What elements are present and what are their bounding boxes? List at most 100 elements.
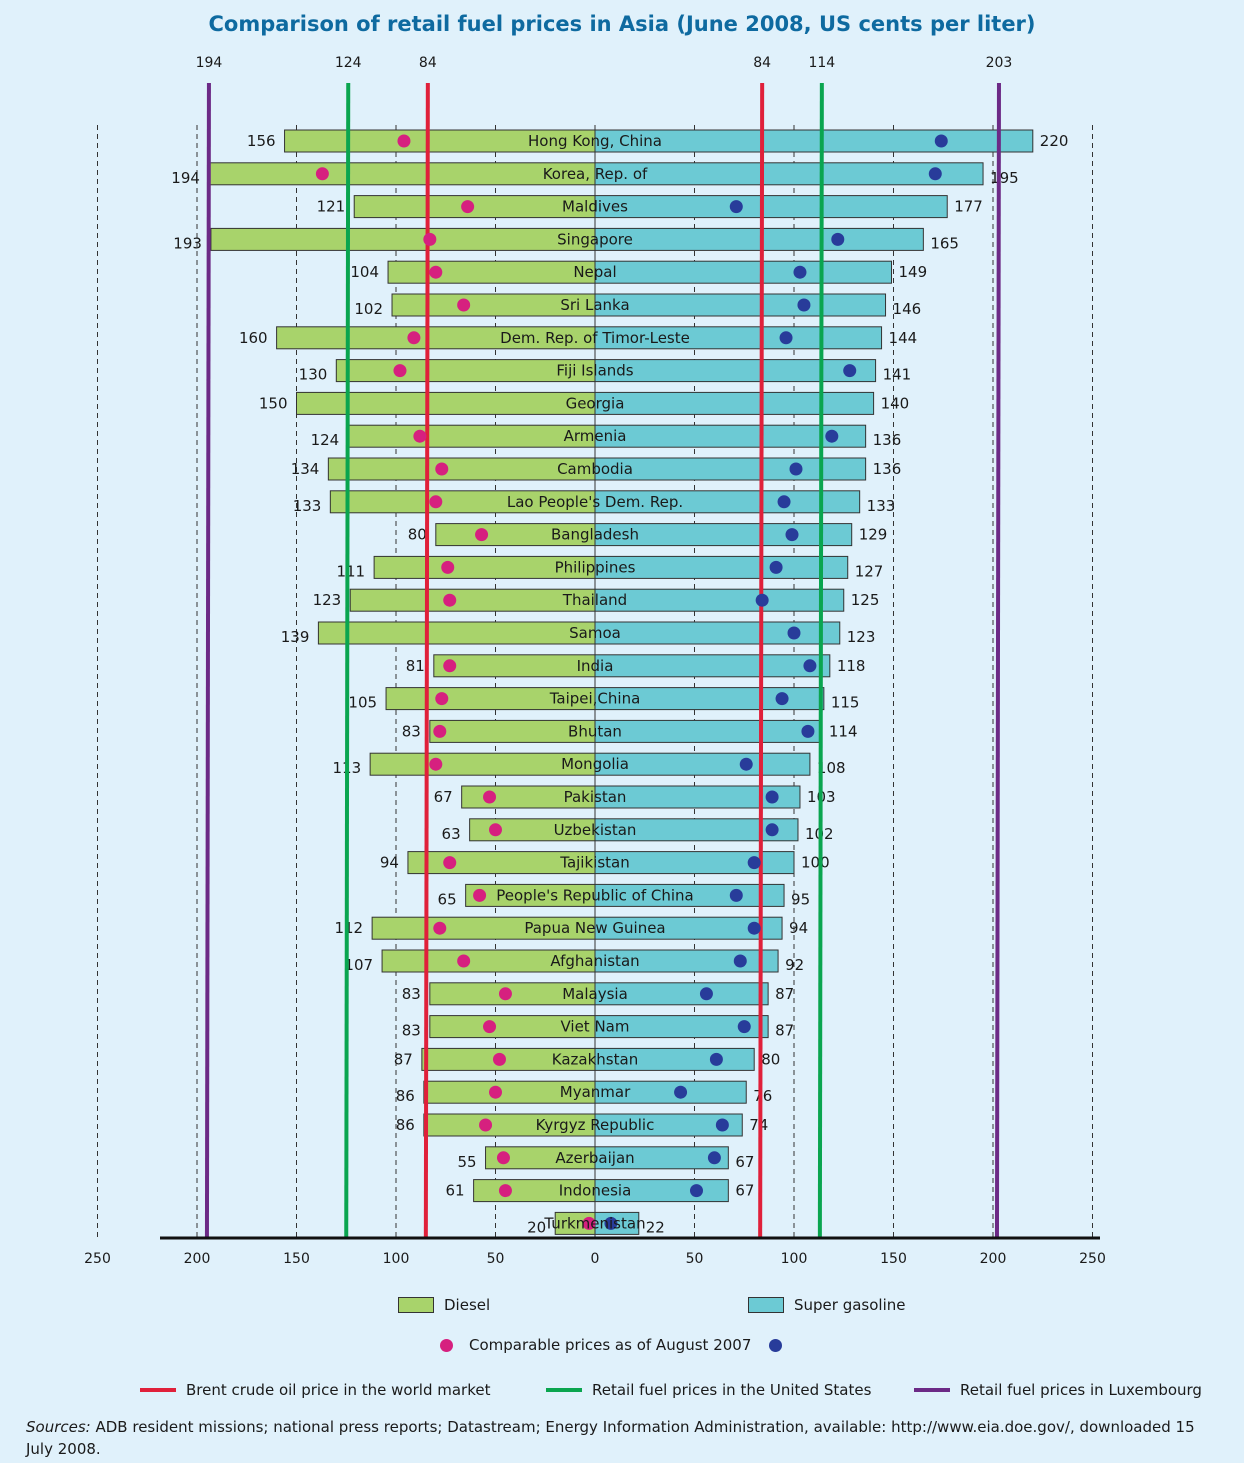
gasoline-2007-dot-icon	[769, 1338, 783, 1352]
gasoline-2007-dot	[793, 265, 807, 279]
diesel-value-label: 87	[394, 1050, 413, 1068]
gasoline-2007-dot	[934, 134, 948, 148]
gasoline-value-label: 100	[801, 854, 830, 872]
country-label: Mongolia	[561, 755, 629, 773]
gasoline-2007-dot	[733, 954, 747, 968]
gasoline-value-label: 144	[889, 329, 918, 347]
gasoline-bar	[594, 719, 823, 743]
us-line-diesel	[344, 82, 351, 1239]
gasoline-2007-dot	[769, 560, 783, 574]
gasoline-value-label: 67	[735, 1182, 754, 1200]
gasoline-value-label: 140	[881, 394, 910, 412]
gasoline-2007-dot	[715, 1118, 729, 1132]
gasoline-2007-dot	[674, 1085, 688, 1099]
gasoline-2007-dot	[843, 364, 857, 378]
gasoline-2007-dot	[777, 495, 791, 509]
diesel-value-label: 102	[354, 300, 383, 318]
gasoline-bar	[594, 424, 867, 448]
diesel-value-label: 63	[442, 825, 461, 843]
diesel-value-label: 112	[334, 919, 363, 937]
gasoline-bar	[594, 195, 948, 219]
lux-gasoline-top-label: 203	[986, 55, 1013, 71]
diesel-2007-dot	[443, 659, 457, 673]
diesel-value-label: 86	[396, 1087, 415, 1105]
diesel-value-label: 83	[402, 722, 421, 740]
us-line-icon	[546, 1388, 582, 1392]
country-label: Bhutan	[568, 722, 622, 740]
gasoline-2007-dot	[785, 528, 799, 542]
diesel-value-label: 160	[239, 329, 268, 347]
x-tick-label: 50	[686, 1251, 704, 1267]
diesel-value-label: 20	[527, 1218, 546, 1236]
legend-lux-label: Retail fuel prices in Luxembourg	[960, 1381, 1202, 1399]
gasoline-value-label: 94	[789, 919, 808, 937]
sources-text: ADB resident missions; national press re…	[26, 1418, 1195, 1458]
gasoline-2007-dot	[747, 856, 761, 870]
diesel-bar	[210, 227, 596, 251]
diesel-2007-dot	[429, 495, 443, 509]
diesel-value-label: 134	[291, 460, 320, 478]
gasoline-bar	[594, 227, 924, 251]
gasoline-swatch	[748, 1297, 784, 1313]
diesel-value-label: 111	[336, 562, 365, 580]
country-label: Singapore	[557, 230, 633, 248]
diesel-value-label: 81	[406, 657, 425, 675]
gasoline-bar	[594, 654, 831, 678]
gasoline-2007-dot	[747, 921, 761, 935]
diesel-2007-dot	[483, 1020, 497, 1034]
diesel-2007-dot	[413, 429, 427, 443]
country-label: Papua New Guinea	[524, 919, 665, 937]
country-label: Samoa	[569, 624, 621, 642]
diesel-2007-dot	[433, 724, 447, 738]
diesel-bar	[208, 162, 596, 186]
x-tick-label: 0	[591, 1251, 600, 1267]
country-label: Cambodia	[557, 460, 633, 478]
diesel-2007-dot	[492, 1052, 506, 1066]
diesel-value-label: 86	[396, 1116, 415, 1134]
brent-diesel-top-label: 84	[419, 55, 437, 71]
diesel-value-label: 107	[344, 956, 373, 974]
gasoline-value-label: 136	[873, 431, 902, 449]
diesel-value-label: 150	[259, 394, 288, 412]
lux-line-icon	[914, 1388, 950, 1392]
country-label: Maldives	[562, 198, 628, 216]
diesel-2007-dot	[435, 462, 449, 476]
gasoline-2007-dot	[755, 593, 769, 607]
diesel-2007-dot	[393, 364, 407, 378]
diesel-2007-dot	[423, 232, 437, 246]
sources-note: Sources: ADB resident missions; national…	[26, 1416, 1216, 1460]
country-label: Myanmar	[560, 1083, 631, 1101]
gasoline-bar	[594, 293, 887, 317]
country-label: Nepal	[573, 263, 616, 281]
us-line-gasoline	[817, 82, 824, 1239]
diesel-value-label: 194	[171, 169, 200, 187]
diesel-2007-dot	[457, 298, 471, 312]
country-label: Taipei,China	[549, 690, 641, 708]
lux-line-diesel	[204, 82, 211, 1239]
country-label: Bangladesh	[551, 526, 639, 544]
gasoline-value-label: 136	[873, 460, 902, 478]
legend-comparable-label: Comparable prices as of August 2007	[469, 1336, 752, 1354]
diesel-value-label: 105	[348, 694, 377, 712]
gasoline-2007-dot	[928, 167, 942, 181]
gasoline-value-label: 220	[1040, 132, 1069, 150]
country-label: Korea, Rep. of	[543, 165, 648, 183]
gasoline-2007-dot	[801, 724, 815, 738]
legend-comparable: Comparable prices as of August 2007	[440, 1336, 783, 1354]
gasoline-2007-dot	[831, 232, 845, 246]
gasoline-value-label: 87	[775, 985, 794, 1003]
diesel-bar	[433, 654, 596, 678]
diesel-2007-dot	[461, 200, 475, 214]
gasoline-2007-dot	[765, 823, 779, 837]
diesel-2007-dot	[496, 1151, 510, 1165]
gasoline-value-label: 129	[859, 526, 888, 544]
country-label: Armenia	[564, 427, 627, 445]
gasoline-value-label: 118	[837, 657, 866, 675]
gasoline-value-label: 133	[867, 497, 896, 515]
gasoline-bar	[594, 588, 845, 612]
gasoline-value-label: 123	[847, 628, 876, 646]
diesel-value-label: 65	[438, 890, 457, 908]
gasoline-2007-dot	[699, 987, 713, 1001]
x-tick-label: 250	[84, 1251, 111, 1267]
diesel-value-label: 67	[434, 788, 453, 806]
